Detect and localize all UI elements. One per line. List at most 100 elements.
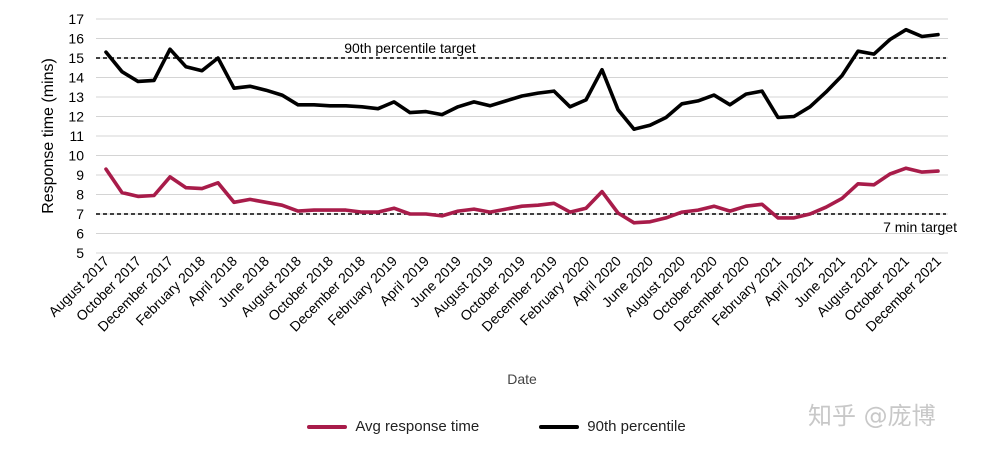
data-point: [505, 208, 507, 210]
data-point: [457, 106, 459, 108]
data-point: [345, 105, 347, 107]
data-point: [521, 95, 523, 97]
data-point: [697, 209, 699, 211]
data-point: [553, 90, 555, 92]
data-point: [137, 80, 139, 82]
data-point: [633, 222, 635, 224]
data-point: [281, 94, 283, 96]
y-tick-label: 17: [68, 11, 84, 27]
legend: Avg response time 90th percentile: [0, 418, 993, 435]
data-point: [233, 201, 235, 203]
data-point: [825, 91, 827, 93]
data-point: [457, 210, 459, 212]
legend-item-p90: 90th percentile: [539, 418, 686, 435]
data-point: [745, 205, 747, 207]
data-point: [441, 215, 443, 217]
y-tick-label: 15: [68, 50, 84, 66]
data-point: [745, 93, 747, 95]
data-point: [825, 206, 827, 208]
y-tick-label: 9: [76, 167, 84, 183]
data-point: [121, 191, 123, 194]
data-point: [585, 207, 587, 209]
y-tick-label: 16: [68, 31, 84, 47]
data-point: [361, 106, 363, 108]
data-point: [233, 87, 235, 89]
data-point: [713, 205, 715, 207]
legend-label-avg: Avg response time: [355, 418, 480, 435]
data-point: [921, 35, 923, 38]
data-point: [185, 66, 187, 68]
data-point: [297, 104, 299, 106]
data-point: [153, 79, 155, 82]
data-point: [921, 171, 923, 173]
y-tick-label: 8: [76, 187, 84, 203]
data-point: [777, 116, 779, 119]
watermark: 知乎 @庞博: [808, 402, 936, 430]
data-point: [841, 197, 843, 199]
y-tick-label: 5: [76, 245, 84, 261]
line-chart: 5 6 7 8 9 10 11 12 13 14 15 16 17 90th percentile ta…: [40, 11, 957, 387]
data-point: [729, 210, 731, 212]
data-point: [713, 94, 715, 96]
y-tick-label: 13: [68, 89, 84, 105]
data-point: [665, 217, 667, 219]
data-point: [857, 183, 859, 185]
reference-line-label: 7 min target: [883, 219, 957, 235]
data-point: [601, 69, 603, 71]
data-point: [393, 207, 395, 209]
data-point: [521, 205, 523, 207]
grid-lines: [96, 18, 948, 254]
data-point: [505, 100, 507, 102]
data-point: [105, 51, 107, 53]
data-point: [601, 190, 603, 193]
data-point: [201, 188, 203, 190]
data-point: [249, 85, 251, 87]
data-point: [217, 57, 219, 59]
legend-swatch-avg: [307, 424, 348, 429]
data-point: [169, 48, 171, 50]
data-point: [217, 182, 219, 184]
data-point: [905, 29, 907, 31]
data-point: [569, 106, 571, 108]
data-point: [793, 217, 795, 219]
data-point: [153, 194, 155, 197]
data-point: [313, 209, 315, 211]
data-point: [377, 211, 379, 213]
data-point: [473, 101, 475, 103]
data-point: [873, 53, 875, 55]
data-point: [889, 38, 891, 41]
data-point: [809, 106, 811, 108]
data-point: [489, 211, 491, 213]
data-point: [681, 211, 683, 213]
data-point: [905, 167, 907, 169]
y-axis-label: Response time (mins): [40, 58, 57, 214]
data-point: [169, 176, 171, 178]
data-point: [265, 89, 267, 91]
data-point: [473, 208, 475, 210]
legend-label-p90: 90th percentile: [587, 418, 686, 435]
y-tick-label: 14: [68, 70, 84, 86]
data-point: [393, 101, 395, 103]
data-point: [121, 71, 123, 73]
data-point: [409, 112, 411, 114]
data-point: [729, 104, 731, 106]
data-point: [761, 203, 763, 205]
data-point: [761, 90, 763, 92]
data-point: [697, 100, 699, 102]
data-point: [249, 198, 251, 200]
data-point: [313, 104, 315, 106]
data-point: [585, 99, 587, 101]
data-point: [425, 111, 427, 113]
reference-line-label: 90th percentile target: [344, 40, 476, 56]
data-point: [441, 113, 443, 116]
reference-lines: 90th percentile target 7 min target: [96, 40, 957, 235]
y-tick-label: 10: [68, 148, 84, 164]
data-point: [409, 213, 411, 215]
legend-item-avg: Avg response time: [307, 418, 479, 435]
data-point: [377, 108, 379, 110]
data-point: [857, 50, 859, 52]
data-point: [873, 184, 875, 186]
y-tick-labels: 5 6 7 8 9 10 11 12 13 14 15 16 17: [68, 11, 84, 261]
data-point: [617, 212, 619, 214]
